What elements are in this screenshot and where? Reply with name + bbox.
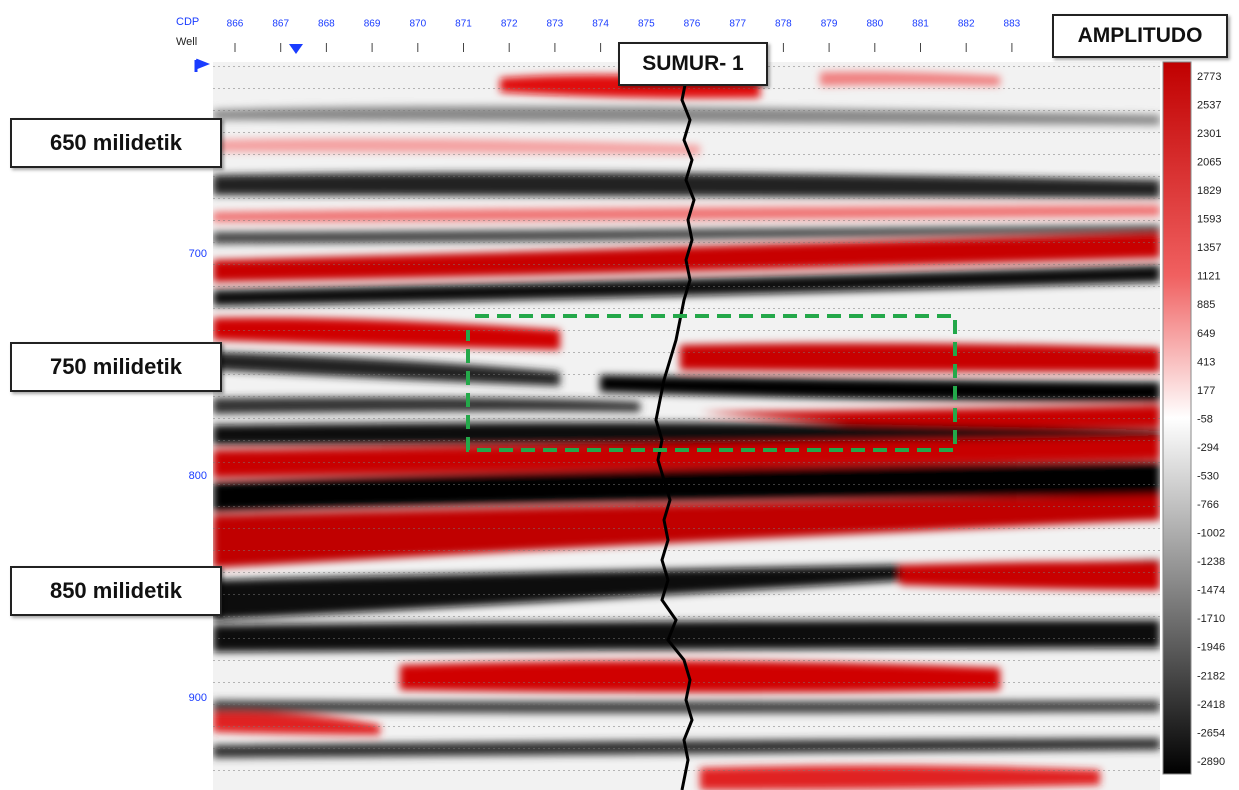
- cdp-number: 866: [227, 19, 244, 30]
- colorbar-label: 649: [1197, 328, 1215, 340]
- cdp-number: 881: [912, 19, 929, 30]
- cdp-number: 879: [821, 19, 838, 30]
- colorbar-label: -1710: [1197, 613, 1225, 625]
- colorbar-label: -294: [1197, 442, 1219, 454]
- colorbar-label: -1946: [1197, 642, 1225, 654]
- colorbar-label: 885: [1197, 299, 1215, 311]
- cdp-number: 880: [866, 19, 883, 30]
- colorbar-label: -2890: [1197, 756, 1225, 768]
- colorbar-label: -2654: [1197, 727, 1225, 739]
- colorbar-label: -1474: [1197, 585, 1225, 597]
- time-label: 700: [189, 248, 207, 260]
- colorbar-label: 1829: [1197, 185, 1221, 197]
- colorbar-label: -58: [1197, 413, 1213, 425]
- time-callout: 850 milidetik: [10, 566, 222, 616]
- colorbar-label: 1593: [1197, 214, 1221, 226]
- well-label: Well: [176, 36, 197, 48]
- colorbar-label: 1121: [1197, 271, 1221, 283]
- colorbar-label: 2065: [1197, 157, 1221, 169]
- colorbar-label: 2301: [1197, 128, 1221, 140]
- cdp-number: 877: [729, 19, 746, 30]
- cdp-number: 883: [1004, 19, 1021, 30]
- cdp-number: 876: [684, 19, 701, 30]
- cdp-number: 875: [638, 19, 655, 30]
- cdp-number: 878: [775, 19, 792, 30]
- cdp-number: 870: [409, 19, 426, 30]
- colorbar-label: 2537: [1197, 99, 1221, 111]
- seismic-section: [213, 62, 1160, 790]
- cdp-number: 872: [501, 19, 518, 30]
- colorbar-label: -530: [1197, 470, 1219, 482]
- colorbar-label: -1002: [1197, 528, 1225, 540]
- cdp-number: 869: [364, 19, 381, 30]
- seismic-figure: CDP Well 866 867 868 869 870 871 872 873 874 875 876…: [0, 0, 1239, 790]
- colorbar-label: -2418: [1197, 699, 1225, 711]
- colorbar-label: 1357: [1197, 242, 1221, 254]
- well-callout: SUMUR- 1: [618, 42, 768, 86]
- cdp-number: 882: [958, 19, 975, 30]
- cdp-label: CDP: [176, 16, 199, 28]
- colorbar-label: -766: [1197, 499, 1219, 511]
- cdp-number: 873: [547, 19, 564, 30]
- colorbar-label: 2773: [1197, 71, 1221, 83]
- colorbar-label: -2182: [1197, 670, 1225, 682]
- time-callout: 650 milidetik: [10, 118, 222, 168]
- time-label: 900: [189, 692, 207, 704]
- cdp-number: 868: [318, 19, 335, 30]
- colorbar-label: -1238: [1197, 556, 1225, 568]
- colorbar-label: 177: [1197, 385, 1215, 397]
- colorbar-title: AMPLITUDO: [1052, 14, 1228, 58]
- colorbar-label: 413: [1197, 356, 1215, 368]
- time-callout: 750 milidetik: [10, 342, 222, 392]
- cdp-number: 867: [272, 19, 289, 30]
- cdp-number: 871: [455, 19, 472, 30]
- time-label: 800: [189, 470, 207, 482]
- cdp-number: 874: [592, 19, 609, 30]
